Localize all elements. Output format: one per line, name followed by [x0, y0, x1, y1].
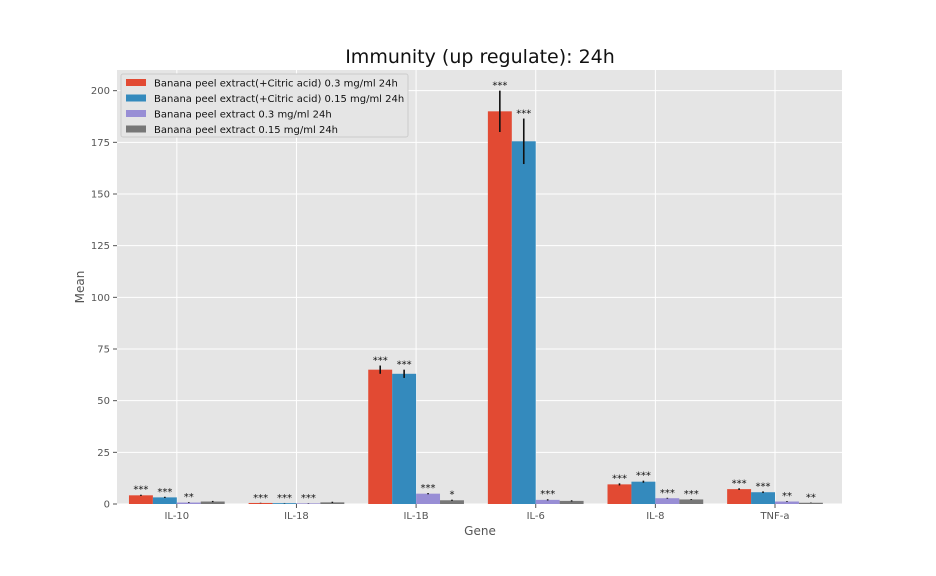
y-axis-ticks: 0 25 50 75 100 125 150 175 200	[91, 86, 117, 511]
y-tick-label: 0	[104, 500, 110, 511]
y-tick-label: 25	[97, 448, 110, 459]
bar	[631, 481, 656, 504]
significance-label: ***	[253, 493, 268, 504]
legend-label: Banana peel extract(+Citric acid) 0.15 m…	[154, 94, 404, 105]
significance-label: ***	[157, 487, 172, 498]
x-axis-ticks: IL-10 IL-18 IL-1B IL-6 IL-8 TNF-a	[164, 504, 790, 522]
y-tick-label: 175	[91, 138, 110, 149]
bar	[152, 497, 177, 504]
bar	[200, 501, 225, 504]
legend-label: Banana peel extract 0.3 mg/ml 24h	[154, 110, 332, 121]
significance-label: ***	[516, 109, 531, 120]
bar	[416, 493, 441, 504]
bar	[368, 369, 393, 504]
legend-swatch	[126, 79, 146, 86]
bar	[392, 373, 417, 504]
x-tick-label: IL-18	[284, 511, 309, 522]
bar	[296, 503, 321, 504]
bar	[535, 499, 560, 504]
x-tick-label: IL-1B	[403, 511, 428, 522]
x-axis-label: Gene	[464, 524, 496, 538]
significance-label: ***	[492, 81, 507, 92]
y-tick-label: 50	[97, 396, 110, 407]
legend-swatch	[126, 94, 146, 102]
y-tick-label: 75	[97, 345, 110, 356]
bar	[511, 141, 536, 505]
significance-label: *	[449, 490, 454, 501]
legend-label: Banana peel extract(+Citric acid) 0.3 mg…	[154, 79, 398, 90]
legend-box	[120, 73, 409, 138]
bar	[751, 492, 776, 504]
significance-label: ***	[277, 493, 292, 504]
significance-label: ***	[612, 473, 627, 484]
significance-label: ***	[540, 489, 555, 500]
significance-label: ***	[660, 488, 675, 499]
significance-label: **	[184, 492, 194, 503]
legend: Banana peel extract(+Citric acid) 0.3 mg…	[120, 73, 409, 138]
significance-label: ***	[732, 478, 747, 489]
bar	[679, 499, 704, 504]
significance-label: ***	[636, 471, 651, 482]
bar	[128, 495, 153, 504]
x-tick-label: IL-8	[646, 511, 664, 522]
bar	[487, 111, 512, 504]
significance-label: **	[806, 493, 816, 504]
x-tick-label: TNF-a	[759, 511, 789, 522]
x-tick-label: IL-10	[164, 511, 189, 522]
significance-label: ***	[373, 356, 388, 367]
bar	[559, 500, 584, 504]
y-tick-label: 200	[91, 86, 110, 97]
x-tick-label: IL-6	[527, 511, 545, 522]
legend-swatch	[126, 125, 146, 133]
bar	[798, 502, 823, 504]
significance-label: ***	[301, 493, 316, 504]
significance-label: ***	[756, 481, 771, 492]
bar	[272, 503, 297, 504]
bars-group: *************** *********************** **…	[128, 81, 823, 505]
y-tick-label: 150	[91, 190, 110, 201]
significance-label: ***	[133, 485, 148, 496]
bar	[775, 501, 799, 504]
bar	[607, 484, 632, 504]
significance-label: ***	[397, 360, 412, 371]
y-axis-label: Mean	[73, 271, 87, 304]
significance-label: ***	[684, 489, 699, 500]
bar	[655, 498, 680, 504]
legend-swatch	[126, 110, 146, 117]
bar	[320, 502, 345, 504]
bar	[248, 502, 273, 504]
significance-label: **	[782, 491, 792, 502]
bar	[176, 502, 201, 504]
bar	[727, 489, 752, 504]
bar	[440, 500, 464, 504]
y-tick-label: 125	[91, 241, 110, 252]
significance-label: ***	[421, 483, 436, 494]
chart-title: Immunity (up regulate): 24h	[345, 46, 615, 68]
legend-label: Banana peel extract 0.15 mg/ml 24h	[154, 125, 338, 136]
y-tick-label: 100	[91, 293, 110, 304]
